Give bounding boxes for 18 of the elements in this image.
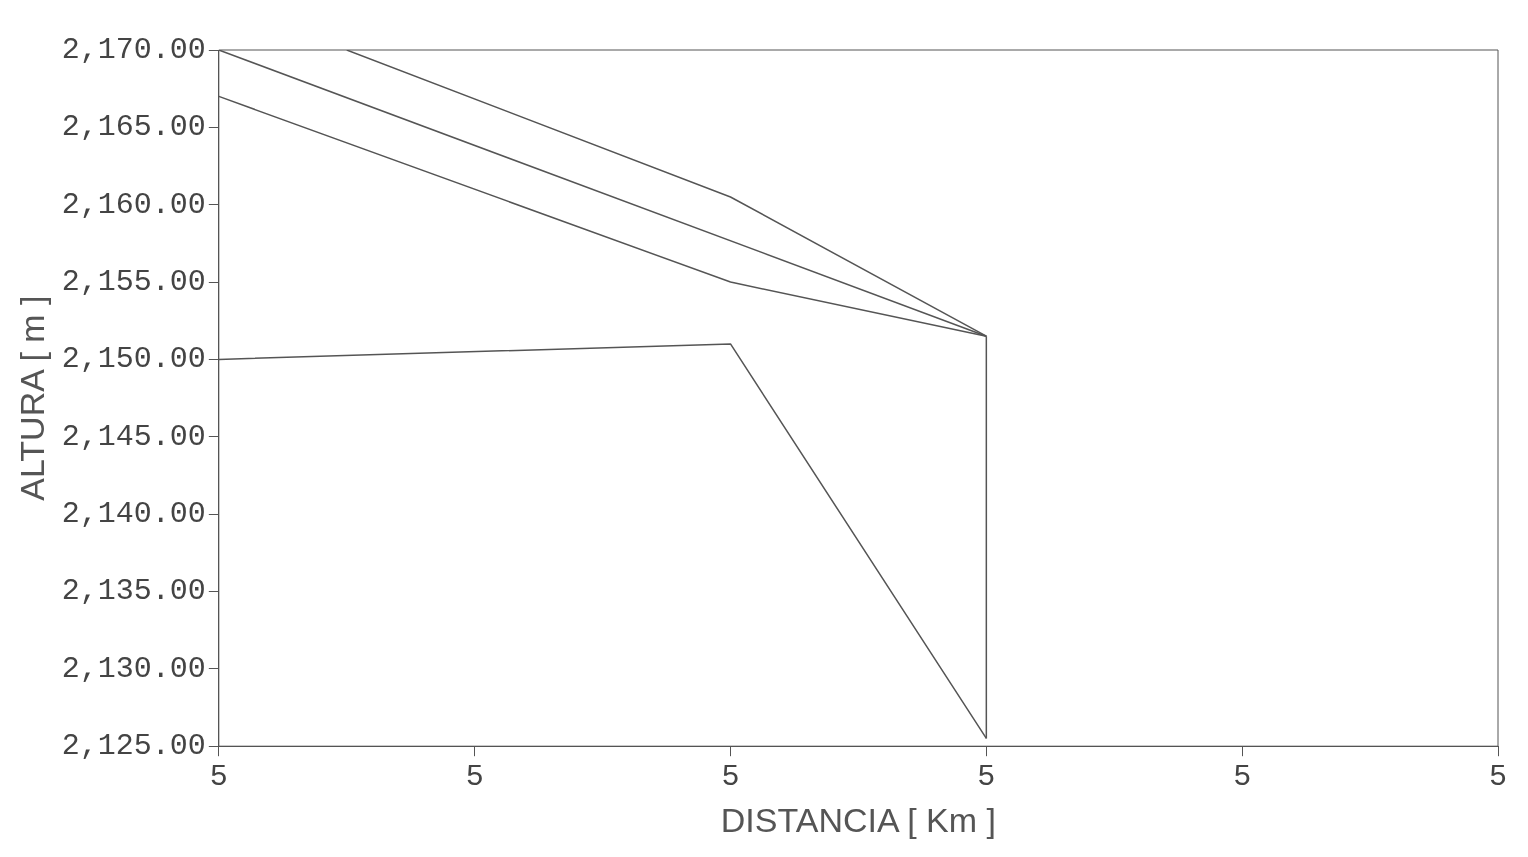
- y-tick-label: 2,140.00: [61, 497, 206, 532]
- y-tick-label: 2,125.00: [61, 729, 206, 764]
- y-tick-label: 2,150.00: [61, 342, 206, 377]
- y-tick-label: 2,145.00: [61, 419, 206, 454]
- y-tick-label: 2,165.00: [61, 110, 206, 145]
- x-tick-label: 5: [209, 760, 228, 795]
- x-tick-label: 5: [1488, 760, 1508, 795]
- y-tick-label: 2,160.00: [61, 187, 206, 222]
- x-tick-label: 5: [721, 760, 740, 795]
- y-tick-label: 2,135.00: [61, 574, 206, 609]
- y-tick-label: 2,170.00: [61, 32, 206, 67]
- x-axis-title: DISTANCIA [ Km ]: [720, 800, 997, 839]
- x-tick-label: 5: [977, 760, 996, 795]
- y-tick-label: 2,130.00: [61, 651, 206, 686]
- x-tick-label: 5: [1233, 760, 1252, 795]
- y-axis-title: ALTURA [ m ]: [12, 295, 51, 501]
- x-tick-label: 5: [465, 760, 484, 795]
- y-tick-label: 2,155.00: [61, 265, 206, 299]
